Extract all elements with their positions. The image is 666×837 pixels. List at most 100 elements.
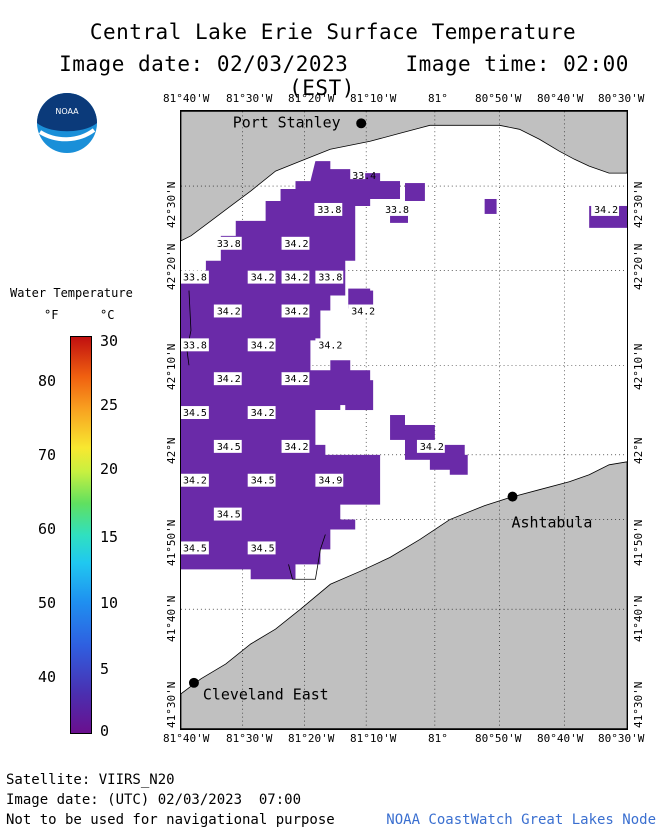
temp-label-box: 34.2: [416, 439, 445, 453]
temp-label: 34.2: [420, 442, 444, 453]
temp-label: 34.2: [285, 374, 309, 385]
ashtabula-marker: [507, 491, 518, 502]
legend-tick-f: 50: [38, 594, 57, 612]
graticule: [181, 111, 627, 729]
temp-label: 33.8: [217, 239, 241, 250]
legend-tick-f: 70: [38, 446, 57, 464]
temp-label-box: 33.8: [315, 270, 344, 284]
lon-label-bottom: 80°50'W: [475, 732, 522, 745]
temp-label-box: 34.2: [281, 270, 310, 284]
disclaimer: Not to be used for navigational purpose: [6, 812, 335, 828]
lon-label-bottom: 80°30'W: [598, 732, 645, 745]
legend-title: Water Temperature: [10, 286, 133, 300]
temp-label-box: 34.5: [181, 406, 209, 419]
noaa-logo-bird: [37, 93, 97, 132]
lon-label-top: 80°50'W: [475, 92, 522, 105]
lat-label-right: 42°N: [632, 437, 645, 465]
temp-label: 34.2: [251, 408, 275, 419]
legend-tick-c: 20: [100, 460, 119, 478]
temperature-color-scale: [70, 336, 92, 734]
legend-tick-f: 60: [38, 520, 57, 538]
legend-tick-c: 30: [100, 332, 119, 350]
noaa-logo-wave: [38, 128, 96, 142]
image-time: Image time: 02:00 (EST): [289, 52, 629, 100]
temp-label-box: 34.2: [348, 304, 377, 317]
temp-label: 34.2: [351, 306, 375, 317]
port-stanley-label: Port Stanley: [233, 113, 341, 131]
lat-label-left: 42°20'N: [165, 243, 178, 290]
shoreline-detail: [288, 534, 326, 580]
temp-label: 34.2: [217, 374, 241, 385]
temp-label-box: 34.2: [181, 473, 209, 487]
temp-label: 34.5: [183, 543, 207, 554]
temp-label-box: 34.5: [247, 541, 276, 554]
lat-label-left: 41°50'N: [165, 519, 178, 566]
lat-label-left: 42°N: [165, 437, 178, 465]
temp-label-box: 34.5: [181, 541, 209, 554]
lat-label-right: 42°20'N: [632, 243, 645, 290]
lat-label-left: 42°10'N: [165, 343, 178, 390]
lon-label-top: 80°40'W: [537, 92, 584, 105]
ashtabula-label: Ashtabula: [512, 514, 593, 532]
lon-label-bottom: 81°40'W: [163, 732, 210, 745]
temperature-labels: 33.4 33.8 33.8 34.2 33.8 34.2 34.2 33.8 …: [181, 171, 620, 554]
temp-label: 34.2: [285, 306, 309, 317]
temp-label-box: 34.2: [591, 202, 620, 216]
legend-tick-c: 5: [100, 660, 110, 678]
port-stanley-marker: [356, 118, 367, 129]
temp-label: 34.2: [251, 340, 275, 351]
temp-label-box: 34.5: [247, 473, 276, 487]
lon-label-bottom: 81°30'W: [226, 732, 273, 745]
satellite-name: Satellite: VIIRS_N20: [6, 772, 175, 788]
legend-tick-c: 10: [100, 594, 119, 612]
legend-tick-f: 40: [38, 668, 57, 686]
legend-tick-c: 15: [100, 528, 119, 546]
temp-label-box: 34.2: [213, 372, 242, 385]
lon-label-top: 81°30'W: [226, 92, 273, 105]
temp-label: 34.2: [594, 205, 618, 216]
temp-label: 34.5: [217, 442, 241, 453]
legend-tick-f: 80: [38, 372, 57, 390]
temp-label-box: 33.8: [314, 202, 343, 216]
temp-label-box: 34.2: [315, 338, 344, 351]
temp-label: 33.8: [183, 340, 207, 351]
temp-label: 34.2: [318, 340, 342, 351]
temp-label-box: 34.2: [281, 439, 310, 453]
temp-label: 34.5: [217, 510, 241, 521]
temp-label: 33.8: [318, 273, 342, 284]
lon-label-bottom: 81°10'W: [350, 732, 397, 745]
temp-label-box: 34.2: [213, 304, 242, 317]
lon-label-bottom: 81°20'W: [288, 732, 335, 745]
temp-label: 34.2: [285, 442, 309, 453]
noaa-logo-text: NOAA: [55, 107, 79, 116]
temp-label: 34.5: [251, 543, 275, 554]
temp-label: 34.9: [318, 476, 342, 487]
temp-label: 34.2: [217, 306, 241, 317]
lat-label-right: 41°50'N: [632, 519, 645, 566]
legend-tick-c: 0: [100, 722, 110, 740]
legend-tick-c: 25: [100, 396, 119, 414]
lon-label-top: 81°40'W: [163, 92, 210, 105]
lat-label-right: 41°30'N: [632, 681, 645, 728]
image-date: Image date: 02/03/2023: [59, 52, 349, 76]
utc-image-date: Image date: (UTC) 02/03/2023 07:00: [6, 792, 302, 808]
lon-label-top: 81°: [428, 92, 448, 105]
temp-label-box: 33.8: [181, 270, 209, 284]
lat-label-right: 42°10'N: [632, 343, 645, 390]
temp-label-box: 34.2: [281, 304, 310, 317]
credit-link[interactable]: NOAA CoastWatch Great Lakes Node: [386, 812, 656, 828]
city-markers: Port Stanley Ashtabula Cleveland East: [188, 113, 593, 704]
noaa-logo: NOAA: [37, 93, 97, 153]
image-datetime: Image date: 02/03/2023 Image time: 02:00…: [0, 52, 666, 100]
temp-label-box: 34.2: [281, 372, 310, 385]
temp-label-box: 34.2: [247, 338, 276, 351]
temp-label: 34.2: [285, 273, 309, 284]
lon-label-top: 80°30'W: [598, 92, 645, 105]
lon-label-bottom: 81°: [428, 732, 448, 745]
lat-label-left: 41°40'N: [165, 595, 178, 642]
temp-label-box: 34.2: [247, 270, 276, 284]
temp-label: 33.8: [385, 205, 409, 216]
north-shore-land: [181, 111, 627, 242]
lon-label-bottom: 80°40'W: [537, 732, 584, 745]
temp-label-box: 33.8: [213, 236, 242, 250]
